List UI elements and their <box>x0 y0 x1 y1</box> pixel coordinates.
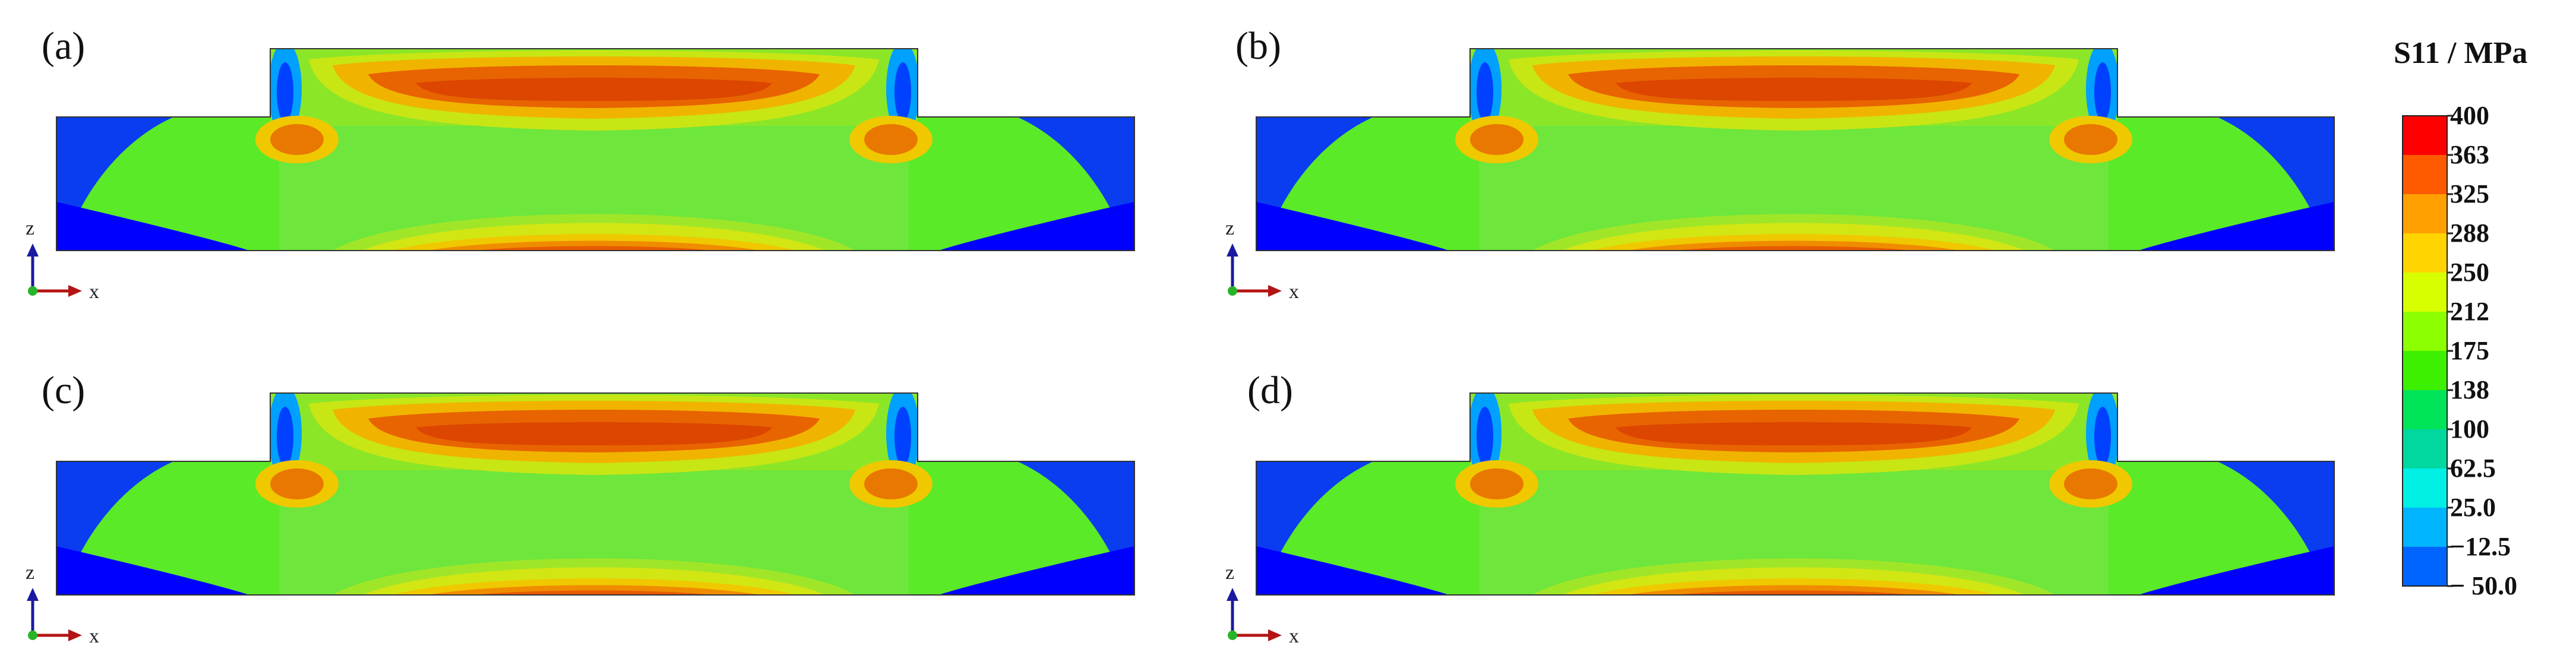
color-legend: S11 / MPa 400 363 325 288 250 212 175 138 100 62.… <box>2376 36 2572 629</box>
legend-tick-label: −12.5 <box>2450 532 2511 561</box>
legend-tick-label: 325 <box>2450 179 2489 208</box>
panel-label: (b) <box>1235 24 1281 68</box>
stress-contour-plot: zx <box>26 392 1135 647</box>
legend-swatch <box>2403 468 2447 508</box>
axis-triad: zx <box>1225 562 1299 647</box>
x-axis-label: x <box>1289 281 1299 303</box>
legend-tick-label: 175 <box>2450 336 2489 365</box>
contour-fill <box>56 49 1134 251</box>
stress-contour-plot: zx <box>1225 392 2335 647</box>
contour-fill <box>56 393 1134 595</box>
legend-tick-label: 363 <box>2450 140 2489 169</box>
z-axis-label: z <box>26 562 34 584</box>
axis-triad: zx <box>26 217 99 303</box>
stress-contour-plot: zx <box>1225 48 2335 303</box>
legend-tick-label: 212 <box>2450 297 2489 326</box>
x-axis-label: x <box>89 625 99 647</box>
legend-swatch <box>2403 390 2447 429</box>
z-axis-label: z <box>1225 562 1234 584</box>
legend-swatch <box>2403 312 2447 351</box>
x-axis-label: x <box>89 281 99 303</box>
legend-swatch <box>2403 429 2447 468</box>
legend-tick-label: 100 <box>2450 414 2489 444</box>
legend-tick-label: − 50.0 <box>2450 571 2518 600</box>
panel-label: (a) <box>42 24 86 68</box>
contour-fill <box>1256 393 2334 595</box>
legend-title: S11 / MPa <box>2394 36 2528 70</box>
panel-label: (d) <box>1247 369 1293 412</box>
legend-swatch <box>2403 116 2447 155</box>
legend-swatch <box>2403 547 2447 586</box>
legend-swatch <box>2403 233 2447 273</box>
legend-tick-label: 138 <box>2450 375 2489 404</box>
legend-swatch <box>2403 155 2447 194</box>
panel-label: (c) <box>42 369 86 412</box>
axis-triad: zx <box>1225 217 1299 303</box>
legend-swatch <box>2403 273 2447 312</box>
z-axis-label: z <box>1225 217 1234 239</box>
legend-tick-label: 250 <box>2450 258 2489 287</box>
legend-tick-label: 25.0 <box>2450 493 2496 522</box>
legend-swatch <box>2403 194 2447 233</box>
legend-swatch <box>2403 351 2447 390</box>
legend-tick-label: 62.5 <box>2450 454 2496 483</box>
legend-tick-label: 400 <box>2450 101 2489 130</box>
legend-swatch <box>2403 508 2447 547</box>
legend-color-bar <box>2402 115 2453 587</box>
z-axis-label: z <box>26 217 34 239</box>
legend-tick-label: 288 <box>2450 218 2489 248</box>
contour-fill <box>1256 49 2334 251</box>
x-axis-label: x <box>1289 625 1299 647</box>
stress-contour-plot: zx <box>26 48 1135 303</box>
